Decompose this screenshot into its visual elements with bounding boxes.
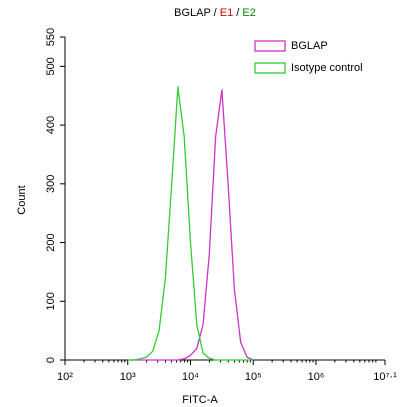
x-tick-label: 10⁵ (245, 371, 262, 383)
histogram-line (127, 89, 254, 361)
y-tick-label: 500 (45, 57, 57, 75)
x-tick-label: 10⁴ (182, 371, 199, 383)
y-tick-label: 300 (45, 175, 57, 193)
legend-swatch (254, 62, 286, 74)
y-tick-label: 400 (45, 116, 57, 134)
legend-label: Isotype control (291, 62, 363, 74)
x-tick-label: 10² (57, 371, 73, 383)
y-axis-label: Count (16, 185, 28, 214)
title-part: / (233, 7, 242, 19)
title-part: E1 (220, 7, 233, 19)
x-tick-label: 10⁶ (308, 371, 325, 383)
title-part: / (211, 7, 220, 19)
histogram-line (127, 86, 254, 361)
y-tick-label: 0 (45, 357, 57, 363)
y-tick-label: 200 (45, 233, 57, 251)
y-tick-label: 100 (45, 292, 57, 310)
x-tick-label: 10⁷·¹ (373, 371, 397, 383)
title-part: E2 (242, 7, 255, 19)
title-part: BGLAP (174, 7, 211, 19)
x-axis-label: FITC-A (182, 394, 218, 406)
y-tick-label: 550 (45, 28, 57, 46)
chart-title: BGLAP / E1 / E2 (174, 7, 256, 19)
legend-swatch (254, 40, 286, 52)
x-tick-label: 10³ (120, 371, 136, 383)
legend-label: BGLAP (291, 40, 328, 52)
